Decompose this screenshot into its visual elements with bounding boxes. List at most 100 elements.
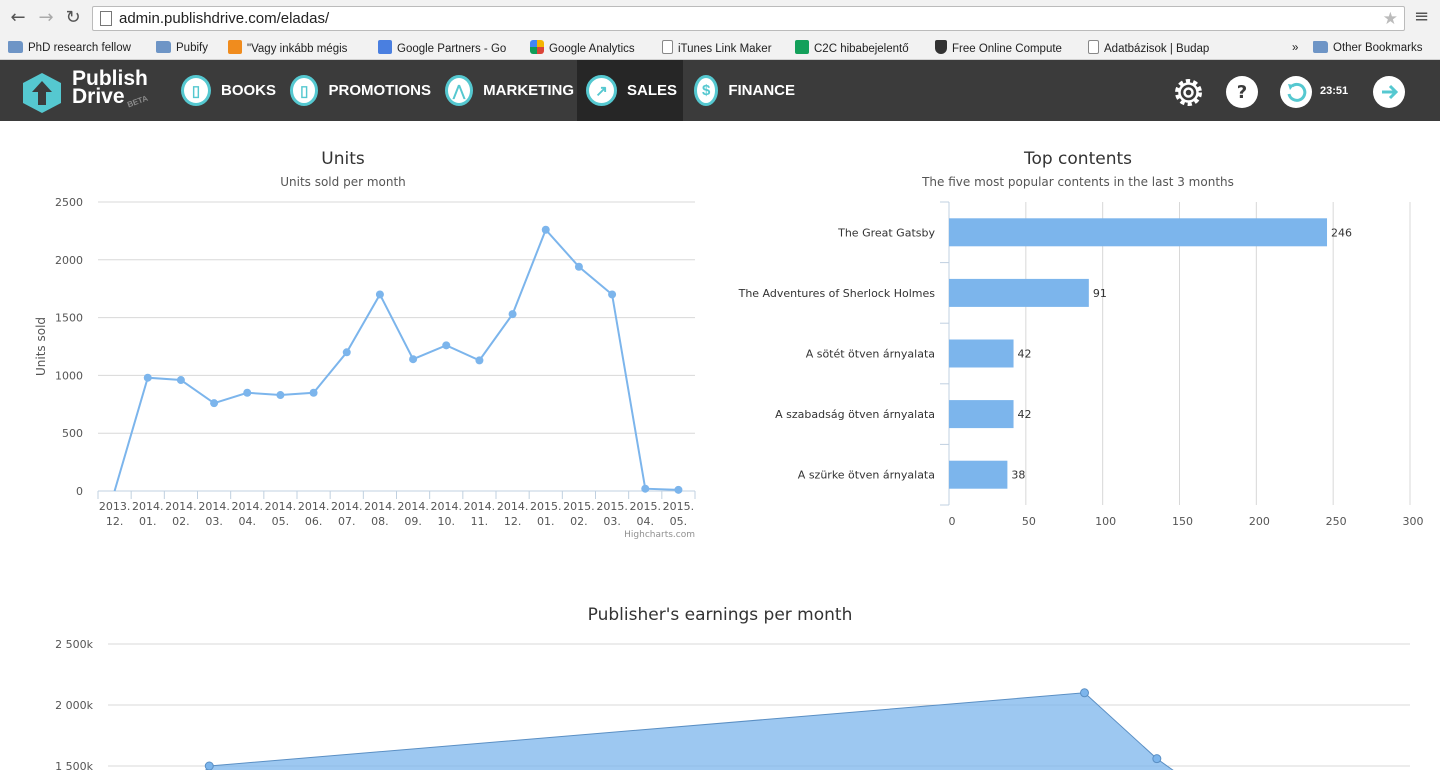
x-tick-label-month: 03. xyxy=(603,515,621,528)
logout-arrow-icon[interactable] xyxy=(1373,76,1405,108)
bar-value-label: 246 xyxy=(1331,226,1352,239)
data-point xyxy=(574,262,583,271)
data-point xyxy=(541,225,550,234)
x-tick-label: 0 xyxy=(949,515,956,528)
content-bar xyxy=(949,339,1014,368)
x-tick-label-year: 2015. xyxy=(663,500,695,513)
x-tick-label-month: 09. xyxy=(404,515,422,528)
y-tick-label: 2 500k xyxy=(55,638,93,651)
sheet-icon xyxy=(795,40,809,54)
data-point xyxy=(508,310,517,319)
session-timer: 23:51 xyxy=(1320,85,1349,97)
x-tick-label-month: 05. xyxy=(670,515,688,528)
bookmark-pubify[interactable]: Pubify xyxy=(156,40,222,56)
units-line-chart: 0 500 1000 1500 2000 2500 2013. 12. 2014. 01. 2014… xyxy=(34,196,696,540)
x-tick-label-month: 04. xyxy=(637,515,655,528)
x-tick-label-month: 12. xyxy=(106,515,124,528)
bar-category-label: A szürke ötven árnyalata xyxy=(798,469,935,482)
hamburger-menu-icon[interactable]: ≡ xyxy=(1414,6,1430,27)
bookmark-phd-research-fellow[interactable]: PhD research fellow xyxy=(8,40,150,56)
url-text: admin.publishdrive.com/eladas/ xyxy=(119,10,330,27)
x-tick-label-year: 2014. xyxy=(298,500,330,513)
help-icon[interactable]: ? xyxy=(1226,76,1258,108)
data-point xyxy=(143,373,152,382)
x-tick-label-year: 2015. xyxy=(596,500,628,513)
forward-arrow-icon[interactable]: → xyxy=(38,7,54,28)
bookmark-google-partners[interactable]: Google Partners - Go xyxy=(378,40,512,56)
publishdrive-logo-icon[interactable] xyxy=(21,72,63,114)
y-tick-label: 0 xyxy=(76,485,83,498)
x-tick-label-month: 01. xyxy=(139,515,157,528)
data-point xyxy=(442,341,451,350)
more-bookmarks-button[interactable]: » xyxy=(1292,42,1299,54)
gear-icon[interactable] xyxy=(1172,76,1205,109)
y-tick-label: 1000 xyxy=(55,369,83,382)
top-contents-title: Top contents xyxy=(1023,149,1133,169)
bar-value-label: 42 xyxy=(1018,408,1032,421)
content-bar xyxy=(949,278,1089,307)
reload-icon[interactable]: ↻ xyxy=(65,7,81,28)
x-tick-label-month: 02. xyxy=(172,515,190,528)
content-bar xyxy=(949,218,1328,247)
data-point xyxy=(608,290,617,299)
bar-category-label: A sötét ötven árnyalata xyxy=(806,348,935,361)
top-contents-subtitle: The five most popular contents in the la… xyxy=(922,175,1234,189)
bookmark-itunes-link-maker[interactable]: iTunes Link Maker xyxy=(662,40,787,56)
star-icon[interactable]: ★ xyxy=(1382,9,1398,28)
nav-finance[interactable]: $ FINANCE xyxy=(685,60,795,121)
nav-books[interactable]: ▯ BOOKS xyxy=(172,60,276,121)
content-bar xyxy=(949,460,1008,489)
x-tick-label: 300 xyxy=(1403,515,1424,528)
units-series-line xyxy=(113,227,679,492)
x-tick-label-year: 2014. xyxy=(265,500,297,513)
x-tick-label-year: 2014. xyxy=(397,500,429,513)
nav-sales[interactable]: ↗ SALES xyxy=(577,60,683,121)
book-icon: ▯ xyxy=(181,75,211,106)
bookmark-vagy-inkabb[interactable]: "Vagy inkább mégis xyxy=(228,40,365,56)
bookmark-adatbazisok[interactable]: Adatbázisok | Budap xyxy=(1088,40,1220,56)
bookmark-free-online-compute[interactable]: Free Online Compute xyxy=(935,40,1072,56)
x-tick-label-month: 08. xyxy=(371,515,389,528)
data-point xyxy=(204,761,214,770)
nav-marketing[interactable]: ⋀ MARKETING xyxy=(436,60,574,121)
y-tick-label: 1500 xyxy=(55,312,83,325)
data-point xyxy=(1080,688,1089,698)
earnings-area-chart: 1 500k 2 000k 2 500k xyxy=(55,638,1410,770)
y-tick-label: 2 000k xyxy=(55,699,93,712)
bookmark-c2c[interactable]: C2C hibabejelentő xyxy=(795,40,927,56)
bar-category-label: The Adventures of Sherlock Holmes xyxy=(738,287,936,300)
bookmark-google-analytics[interactable]: Google Analytics xyxy=(530,40,655,56)
bar-value-label: 42 xyxy=(1018,348,1032,361)
y-tick-label: 1 500k xyxy=(55,760,93,770)
bar-value-label: 91 xyxy=(1093,287,1107,300)
x-tick-label: 250 xyxy=(1326,515,1347,528)
other-bookmarks[interactable]: Other Bookmarks xyxy=(1313,40,1437,56)
top-contents-bar-chart: 0 50 100 150 200 250 300 The Great Gatsby 246 The… xyxy=(738,201,1424,528)
refresh-timer-icon[interactable] xyxy=(1280,76,1312,108)
bar-category-label: The Great Gatsby xyxy=(837,226,935,239)
tag-icon: ▯ xyxy=(290,75,319,106)
y-tick-label: 500 xyxy=(62,427,83,440)
y-tick-label: 2000 xyxy=(55,254,83,267)
bar-category-label: A szabadság ötven árnyalata xyxy=(775,408,935,421)
marketing-icon: ⋀ xyxy=(445,75,474,106)
content-bar xyxy=(949,400,1014,429)
earnings-area xyxy=(205,692,1174,770)
nav-promotions[interactable]: ▯ PROMOTIONS xyxy=(281,60,431,121)
data-point xyxy=(210,399,219,408)
x-tick-label-month: 07. xyxy=(338,515,356,528)
x-tick-label-year: 2014. xyxy=(232,500,264,513)
data-point xyxy=(309,388,318,397)
x-tick-label-month: 04. xyxy=(239,515,257,528)
google-icon xyxy=(378,40,392,54)
x-tick-label-month: 05. xyxy=(272,515,290,528)
x-tick-label-year: 2014. xyxy=(331,500,363,513)
address-bar[interactable]: admin.publishdrive.com/eladas/ ★ xyxy=(92,6,1405,31)
y-tick-label: 2500 xyxy=(55,196,83,209)
x-tick-label: 50 xyxy=(1022,515,1036,528)
logo-wordmark[interactable]: Publish Drive xyxy=(72,67,148,108)
x-tick-label: 150 xyxy=(1172,515,1193,528)
arrow-up-right-icon: ↗ xyxy=(586,75,617,106)
dollar-icon: $ xyxy=(694,75,719,106)
back-arrow-icon[interactable]: ← xyxy=(10,7,26,28)
